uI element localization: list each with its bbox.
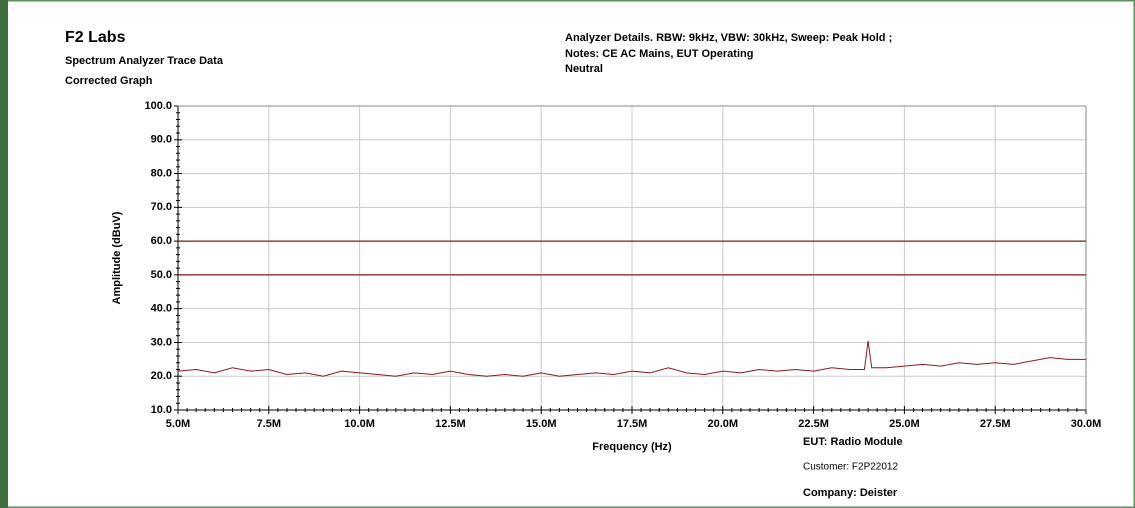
x-tick-label: 30.0M: [1071, 418, 1102, 430]
x-tick-label: 17.5M: [617, 418, 648, 430]
company: F2 Labs: [65, 29, 126, 46]
y-tick-label: 10.0: [151, 404, 172, 416]
footer-company: Company: Deister: [803, 487, 898, 499]
x-axis-label: Frequency (Hz): [592, 441, 672, 453]
x-tick-label: 20.0M: [708, 418, 739, 430]
y-tick-label: 50.0: [151, 269, 172, 281]
graph-kind: Corrected Graph: [65, 75, 153, 87]
frame-side: [0, 0, 8, 508]
y-tick-label: 70.0: [151, 201, 172, 213]
notes: Notes: CE AC Mains, EUT Operating: [565, 48, 753, 60]
trace: [177, 340, 1086, 377]
details: Analyzer Details. RBW: 9kHz, VBW: 30kHz,…: [565, 32, 892, 44]
subtitle: Spectrum Analyzer Trace Data: [65, 55, 224, 67]
customer: Customer: F2P22012: [803, 462, 898, 473]
x-tick-label: 22.5M: [798, 418, 829, 430]
x-tick-label: 12.5M: [435, 418, 466, 430]
eut: EUT: Radio Module: [803, 436, 903, 448]
line-name: Neutral: [565, 63, 603, 75]
y-tick-label: 60.0: [151, 235, 172, 247]
x-tick-label: 7.5M: [257, 418, 281, 430]
x-tick-label: 25.0M: [889, 418, 920, 430]
y-tick-label: 100.0: [144, 100, 172, 112]
y-tick-label: 40.0: [151, 303, 172, 315]
x-tick-label: 10.0M: [344, 418, 375, 430]
y-axis-label: Amplitude (dBuV): [111, 211, 123, 304]
x-tick-label: 15.0M: [526, 418, 557, 430]
y-tick-label: 90.0: [151, 134, 172, 146]
y-tick-label: 80.0: [151, 167, 172, 179]
y-tick-label: 20.0: [151, 370, 172, 382]
y-tick-label: 30.0: [151, 336, 172, 348]
x-tick-label: 5.0M: [166, 418, 190, 430]
x-tick-label: 27.5M: [980, 418, 1011, 430]
